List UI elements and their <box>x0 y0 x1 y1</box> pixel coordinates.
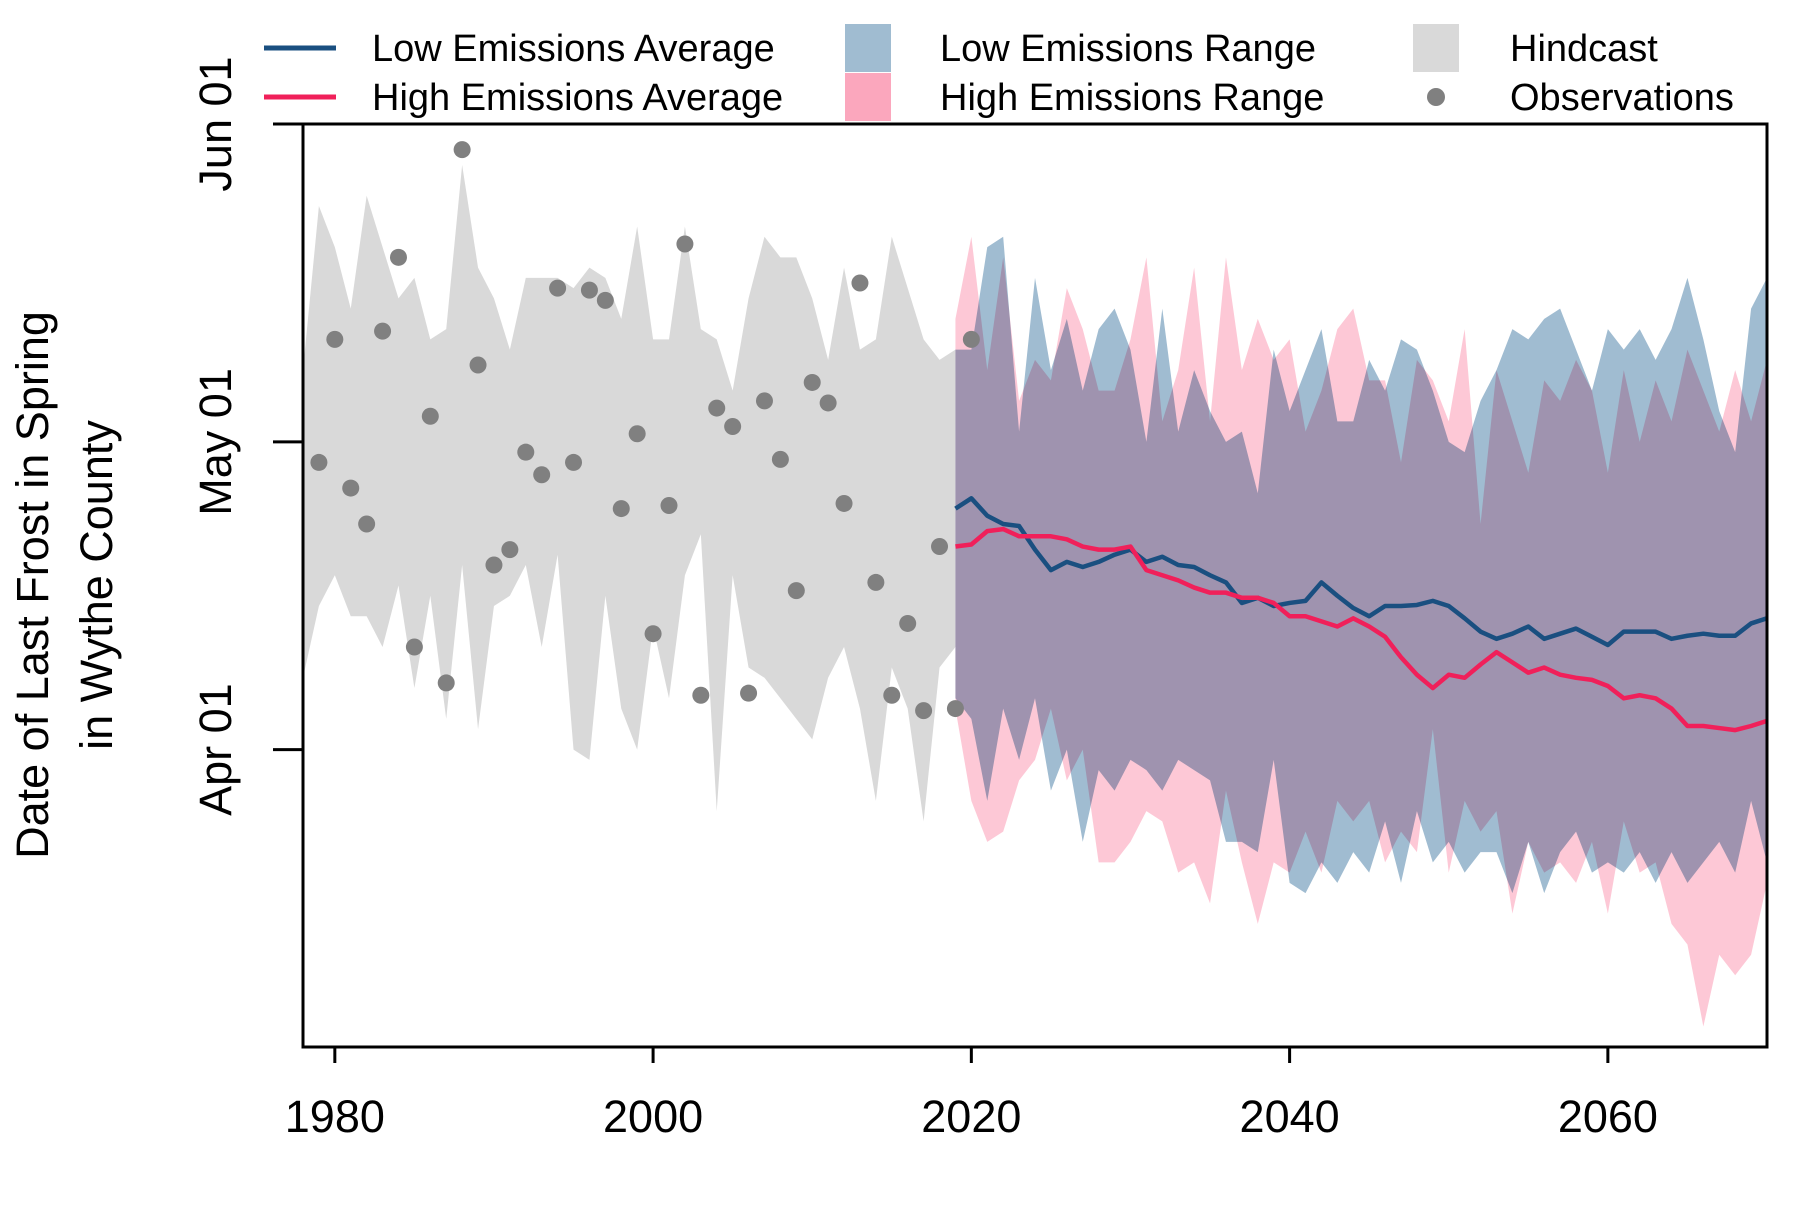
y-axis: Apr 01 May 01 Jun 01 <box>190 56 303 816</box>
x-axis: 1980 2000 2020 2040 2060 <box>285 1047 1658 1142</box>
observation-point <box>803 373 821 391</box>
observation-point <box>740 684 758 702</box>
range-bands <box>303 165 1767 1027</box>
observation-point <box>405 638 423 656</box>
legend-key-low-emissions-range <box>845 24 891 72</box>
observation-point <box>883 686 901 704</box>
observation-point <box>819 394 837 412</box>
legend-label: Low Emissions Average <box>372 28 775 70</box>
y-tick-label: Jun 01 <box>190 56 241 191</box>
observation-point <box>644 625 662 643</box>
observation-point <box>867 573 885 591</box>
observation-point <box>358 515 376 533</box>
observation-point <box>899 614 917 632</box>
observation-point <box>851 274 869 292</box>
plot-frame <box>301 122 1769 1049</box>
observation-point <box>931 538 949 556</box>
legend-label: Hindcast <box>1510 28 1658 70</box>
observation-point <box>915 702 933 720</box>
observation-point <box>708 399 726 417</box>
legend-label: High Emissions Range <box>940 77 1324 119</box>
observation-point <box>676 235 694 253</box>
observation-point <box>628 425 646 443</box>
legend-label: Low Emissions Range <box>940 28 1316 70</box>
observation-point <box>946 700 964 718</box>
observation-point <box>326 330 344 348</box>
observation-point <box>596 291 614 309</box>
legend-key-high-emissions-range <box>845 73 891 121</box>
band-hindcast <box>303 165 956 822</box>
x-tick-label: 2060 <box>1558 1091 1658 1142</box>
observation-point <box>453 141 471 159</box>
observation-point <box>421 407 439 425</box>
y-tick-label: Apr 01 <box>190 683 241 816</box>
observation-point <box>755 392 773 410</box>
observation-point <box>485 556 503 574</box>
line-low-emissions-average <box>954 496 1767 648</box>
line-high-emissions-average <box>955 526 1767 733</box>
observation-point <box>374 322 392 340</box>
y-axis-title: Date of Last Frost in Spring in Wythe Cou… <box>7 311 122 859</box>
x-tick-label: 2000 <box>603 1091 703 1142</box>
observation-point <box>787 582 805 600</box>
observation-point <box>549 279 567 297</box>
legend-key-observations <box>1427 88 1445 106</box>
x-tick-label: 1980 <box>285 1091 385 1142</box>
observation-point <box>310 453 328 471</box>
legend: Low Emissions Average High Emissions Aver… <box>264 24 1734 121</box>
x-tick-label: 2020 <box>921 1091 1021 1142</box>
y-axis-title-line: Date of Last Frost in Spring <box>7 311 58 859</box>
observation-points <box>310 141 980 720</box>
observation-point <box>660 497 678 515</box>
observation-point <box>835 494 853 512</box>
legend-key-hindcast <box>1413 24 1459 72</box>
observation-point <box>612 500 630 518</box>
observation-point <box>580 281 598 299</box>
y-axis-title-line: in Wythe County <box>71 420 122 750</box>
observation-point <box>771 450 789 468</box>
observation-point <box>517 443 535 461</box>
observation-point <box>533 466 551 484</box>
observation-point <box>437 674 455 692</box>
observation-point <box>565 453 583 471</box>
observation-point <box>962 330 980 348</box>
observation-point <box>501 541 519 559</box>
observation-point <box>692 686 710 704</box>
observation-point <box>469 356 487 374</box>
observation-point <box>724 418 742 436</box>
legend-label: High Emissions Average <box>372 77 783 119</box>
band-high-emissions-range <box>955 236 1767 1027</box>
x-tick-label: 2040 <box>1240 1091 1340 1142</box>
observation-point <box>342 479 360 497</box>
legend-label: Observations <box>1510 77 1734 119</box>
y-tick-label: May 01 <box>190 368 241 516</box>
observation-point <box>389 248 407 266</box>
average-lines <box>954 496 1767 733</box>
